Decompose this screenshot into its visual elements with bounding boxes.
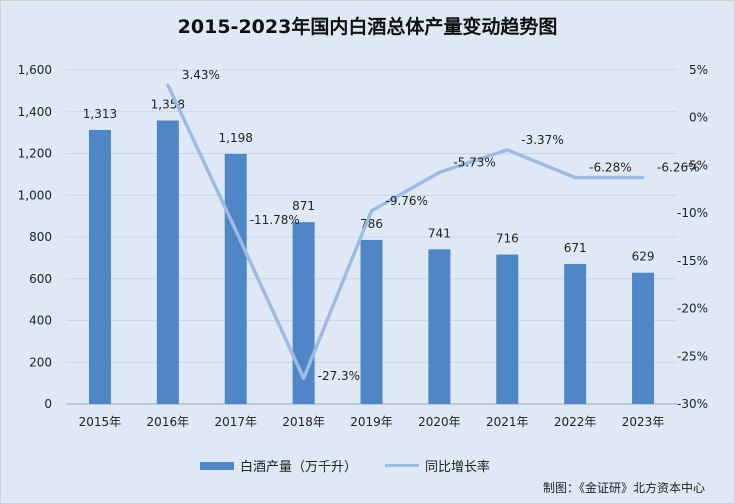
bar-value-label: 871 — [292, 199, 315, 213]
bar-value-label: 741 — [428, 226, 451, 240]
growth-rate-label: 3.43% — [182, 68, 220, 82]
growth-rate-point — [234, 228, 238, 232]
bar — [632, 272, 655, 404]
growth-rate-point — [370, 209, 373, 213]
y-left-tick-label: 800 — [29, 230, 52, 244]
x-tick-label: 2017年 — [214, 415, 257, 429]
growth-rate-point — [437, 170, 441, 174]
growth-rate-label: -11.78% — [250, 213, 300, 227]
x-tick-label: 2019年 — [350, 415, 393, 429]
bar — [224, 153, 247, 404]
x-tick-label: 2018年 — [282, 415, 325, 429]
y-right-tick-label: 0% — [689, 111, 708, 125]
y-left-tick-label: 400 — [29, 314, 52, 328]
y-left-tick-label: 1,000 — [18, 188, 52, 202]
growth-rate-label: -27.3% — [318, 369, 360, 383]
growth-rate-label: -9.76% — [386, 194, 428, 208]
bar — [360, 239, 383, 404]
growth-rate-line — [166, 84, 644, 380]
x-tick-label: 2016年 — [147, 415, 190, 429]
growth-rate-label: -3.37% — [521, 133, 563, 147]
bar — [156, 120, 179, 404]
x-tick-label: 2021年 — [486, 415, 529, 429]
y-right-tick-label: -25% — [677, 349, 708, 363]
x-tick-label: 2023年 — [622, 415, 665, 429]
legend-line-label: 同比增长率 — [425, 460, 491, 475]
bar — [88, 129, 111, 404]
y-left-tick-label: 200 — [29, 355, 52, 369]
growth-rate-point — [641, 175, 645, 179]
x-tick-label: 2022年 — [554, 415, 597, 429]
bar-value-label: 1,198 — [219, 131, 253, 145]
growth-rate-point — [302, 376, 306, 380]
growth-rate-point — [166, 83, 170, 87]
y-right-tick-label: -20% — [677, 302, 708, 316]
bar-value-label: 1,313 — [83, 107, 117, 121]
growth-rate-point — [505, 148, 509, 152]
y-right-tick-label: -10% — [677, 206, 708, 220]
y-right-tick-label: -15% — [677, 254, 708, 268]
chart-legend: 白酒产量（万千升） 同比增长率 — [200, 456, 490, 475]
legend-bar-label: 白酒产量（万千升） — [240, 460, 358, 475]
bar — [428, 249, 451, 404]
growth-rate-label: -5.73% — [453, 155, 495, 169]
y-right-tick-label: -30% — [677, 397, 708, 411]
bar-value-label: 671 — [564, 241, 587, 255]
y-left-tick-label: 1,600 — [18, 63, 52, 77]
chart-title: 2015-2023年国内白酒总体产量变动趋势图 — [177, 16, 558, 38]
x-tick-label: 2015年 — [79, 415, 122, 429]
growth-rate-point — [573, 176, 577, 180]
source-note: 制图：《金证研》北方资本中心 — [542, 481, 705, 495]
legend-bar-swatch — [200, 461, 234, 470]
y-right-tick-label: -5% — [685, 158, 708, 172]
y-left-tick-label: 0 — [44, 397, 52, 411]
x-tick-label: 2020年 — [418, 415, 461, 429]
y-left-tick-label: 1,400 — [18, 105, 52, 119]
bar — [564, 263, 587, 404]
y-left-tick-label: 600 — [29, 272, 52, 286]
legend-line-swatch — [385, 464, 420, 467]
bar — [292, 222, 315, 404]
bar — [496, 254, 519, 404]
growth-rate-label: -6.28% — [589, 161, 631, 175]
bar-value-label: 716 — [496, 232, 519, 246]
y-right-tick-label: 5% — [689, 63, 708, 77]
growth-rate-label: -6.26% — [657, 160, 699, 174]
y-left-tick-label: 1,200 — [18, 147, 52, 161]
bar-value-label: 629 — [632, 250, 655, 264]
